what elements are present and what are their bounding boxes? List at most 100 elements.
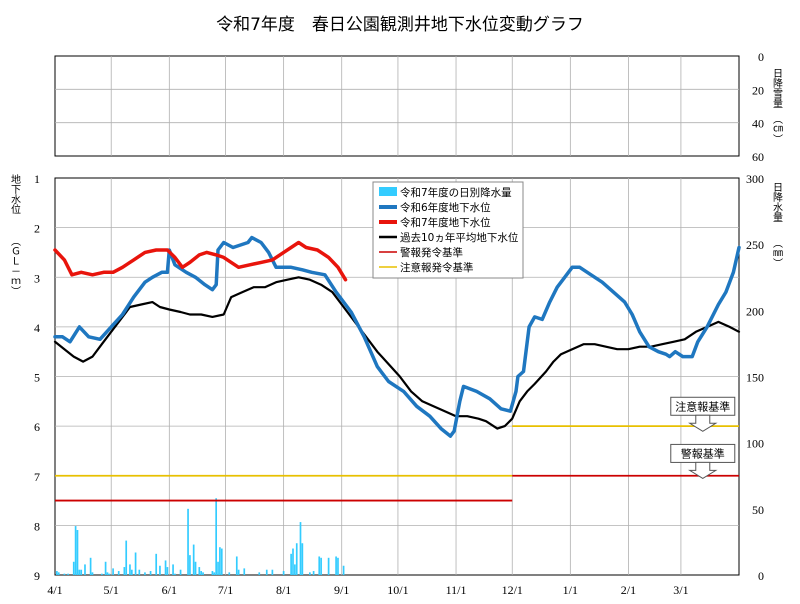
snow-axis-unit: （㎝） — [771, 114, 783, 144]
right-tick-label: 50 — [752, 503, 764, 517]
left-tick-label: 2 — [34, 222, 40, 236]
x-tick-label: 10/1 — [387, 583, 408, 597]
precip-bar — [89, 557, 92, 575]
left-tick-label: 6 — [34, 420, 40, 434]
precip-bar — [166, 567, 169, 575]
snow-tick-label: 20 — [752, 83, 764, 97]
snow-tick-label: 60 — [752, 150, 764, 164]
precip-bar — [271, 569, 274, 575]
x-tick-label: 4/1 — [47, 583, 62, 597]
legend-swatch-bar — [379, 187, 397, 196]
right-axis-unit: （㎜） — [771, 238, 783, 268]
precip-bar — [76, 530, 79, 575]
precip-bar — [312, 571, 315, 575]
chart-title: 令和7年度 春日公園観測井地下水位変動グラフ — [216, 15, 584, 35]
series-line — [53, 240, 348, 282]
precip-bar — [198, 567, 201, 575]
precip-bar — [134, 552, 137, 575]
x-tick-label: 6/1 — [162, 583, 177, 597]
legend-box — [372, 181, 524, 279]
precip-bar — [159, 565, 161, 575]
snow-gridlines — [55, 56, 739, 156]
legend-label: 注意報発令基準 — [400, 261, 474, 274]
precip-bar — [318, 556, 321, 575]
precip-bar — [337, 557, 339, 575]
precip-bar — [74, 526, 77, 575]
annotation-text: 警報基準 — [681, 446, 725, 460]
x-tick-label: 12/1 — [502, 583, 523, 597]
precip-bar — [67, 573, 69, 575]
precip-bars — [56, 498, 345, 575]
x-tick-label: 7/1 — [218, 583, 233, 597]
precip-bar — [179, 569, 182, 575]
precip-bar — [130, 569, 133, 575]
x-tick-label: 8/1 — [276, 583, 291, 597]
precip-bar — [282, 571, 285, 575]
x-tick-label: 1/1 — [563, 583, 578, 597]
right-tick-label: 0 — [758, 569, 764, 583]
precip-bar — [243, 568, 246, 575]
right-tick-labels: 0 50 100 150 200 250 300 — [746, 172, 764, 583]
snow-tick-label: 40 — [752, 117, 764, 131]
precip-bar — [220, 548, 223, 575]
precip-bar — [78, 569, 81, 575]
precip-bar — [228, 572, 231, 575]
annotation-callout: 警報基準 — [670, 443, 736, 480]
precip-bar — [57, 572, 60, 575]
precip-bar — [290, 553, 292, 575]
x-tick-label: 11/1 — [446, 583, 467, 597]
left-tick-label: 4 — [34, 321, 40, 335]
left-tick-label: 9 — [34, 569, 40, 583]
precip-bar — [219, 547, 221, 575]
main-panel: 1 2 3 4 5 6 7 8 9 0 50 100 150 200 250 300 4/1 5/1 6/1 7/… — [9, 172, 783, 597]
precip-bar — [258, 572, 261, 575]
precip-bar — [292, 548, 294, 575]
right-tick-label: 250 — [746, 238, 764, 252]
precip-bar — [174, 573, 176, 575]
precip-bar — [342, 565, 345, 575]
precip-bar — [265, 569, 268, 575]
left-axis-unit: （ＧＬ－ｍ） — [9, 236, 21, 296]
precip-bar — [72, 561, 75, 575]
left-tick-label: 7 — [34, 470, 40, 484]
right-axis-label: 日降水量 — [771, 182, 783, 222]
annotation-arrow — [688, 461, 718, 480]
precip-bar — [194, 561, 197, 575]
right-tick-label: 300 — [746, 172, 764, 186]
legend-label: 過去10ヵ年平均地下水位 — [400, 231, 519, 244]
precip-bar — [213, 572, 216, 575]
snow-tick-label: 0 — [758, 50, 764, 64]
precip-bar — [63, 573, 66, 575]
annotation-arrow — [688, 414, 718, 432]
x-tick-labels: 4/1 5/1 6/1 7/1 8/1 9/1 10/1 11/1 12/1 1/1 2/1 3/1 — [47, 583, 688, 597]
annotation-text: 注意報基準 — [675, 399, 730, 413]
left-tick-label: 5 — [34, 371, 40, 385]
precip-bar — [144, 572, 146, 575]
precip-bar — [117, 571, 120, 575]
precip-bar — [101, 573, 103, 575]
precip-bar — [295, 543, 298, 575]
precip-bar — [200, 571, 203, 575]
snow-tick-labels: 0 20 40 60 — [752, 50, 764, 164]
precip-bar — [56, 571, 58, 575]
precip-bar — [123, 567, 126, 575]
x-tick-label: 5/1 — [104, 583, 119, 597]
left-tick-labels: 1 2 3 4 5 6 7 8 9 — [34, 172, 40, 583]
legend-label: 警報発令基準 — [400, 246, 463, 259]
precip-bar — [138, 569, 141, 575]
legend-label: 令和7年度地下水位 — [400, 216, 491, 229]
precip-bar — [91, 572, 94, 575]
right-tick-label: 200 — [746, 304, 764, 318]
precip-bar — [84, 564, 86, 575]
annotation-callout: 注意報基準 — [670, 396, 736, 432]
precip-bar — [211, 571, 214, 575]
legend-label: 令和7年度の日別降水量 — [400, 186, 512, 199]
series-lines — [53, 235, 741, 438]
precip-bar — [309, 572, 311, 575]
precip-bar — [104, 561, 107, 575]
precip-bar — [112, 568, 114, 575]
precip-bar — [299, 522, 302, 575]
x-tick-label: 9/1 — [334, 583, 349, 597]
left-tick-label: 3 — [34, 271, 40, 285]
